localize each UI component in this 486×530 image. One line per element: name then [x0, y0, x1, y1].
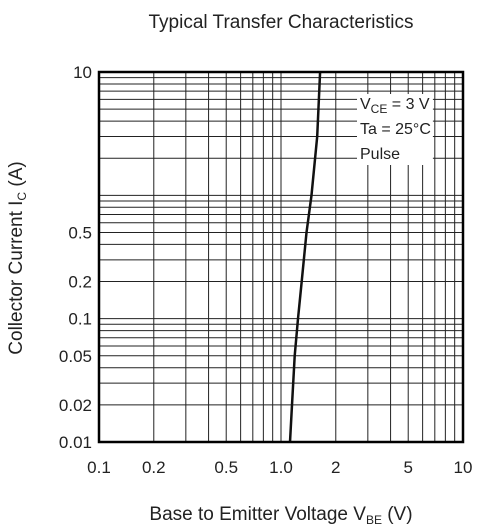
- transfer-curve: [288, 71, 322, 443]
- x-tick-label: 0.2: [142, 458, 166, 477]
- x-axis-label: Base to Emitter Voltage VBE (V): [149, 504, 412, 527]
- annotation-line: VCE = 3 V: [360, 96, 430, 116]
- curve-layer: [288, 71, 322, 443]
- x-tick-label: 0.1: [87, 458, 111, 477]
- y-tick-label: 0.02: [59, 396, 92, 415]
- y-tick-label: 0.1: [68, 310, 92, 329]
- y-tick-label: 0.5: [68, 223, 92, 242]
- annotation-line: Pulse: [360, 146, 400, 163]
- y-tick-label: 10: [73, 63, 92, 82]
- x-tick-label: 5: [403, 458, 412, 477]
- x-tick-label: 2: [331, 458, 340, 477]
- chart-title: Typical Transfer Characteristics: [148, 12, 413, 33]
- annotation-background: [357, 94, 433, 165]
- y-axis-label: Collector Current IC (A): [6, 161, 29, 354]
- plot-frame: [97, 70, 465, 444]
- x-tick-labels: 0.1 0.2 0.5 1.0 2 5 10: [87, 458, 472, 477]
- y-tick-label: 0.2: [68, 273, 92, 292]
- y-tick-label: 0.05: [59, 347, 92, 366]
- x-tick-label: 10: [454, 458, 473, 477]
- annotation-box: VCE = 3 V Ta = 25°C Pulse: [360, 96, 431, 163]
- x-tick-label: 0.5: [214, 458, 238, 477]
- x-tick-label: 1.0: [269, 458, 293, 477]
- annotation-line: Ta = 25°C: [360, 121, 431, 138]
- y-tick-label: 0.01: [59, 433, 92, 452]
- y-tick-labels: 0.01 0.02 0.05 0.1 0.2 0.5 10: [59, 63, 92, 452]
